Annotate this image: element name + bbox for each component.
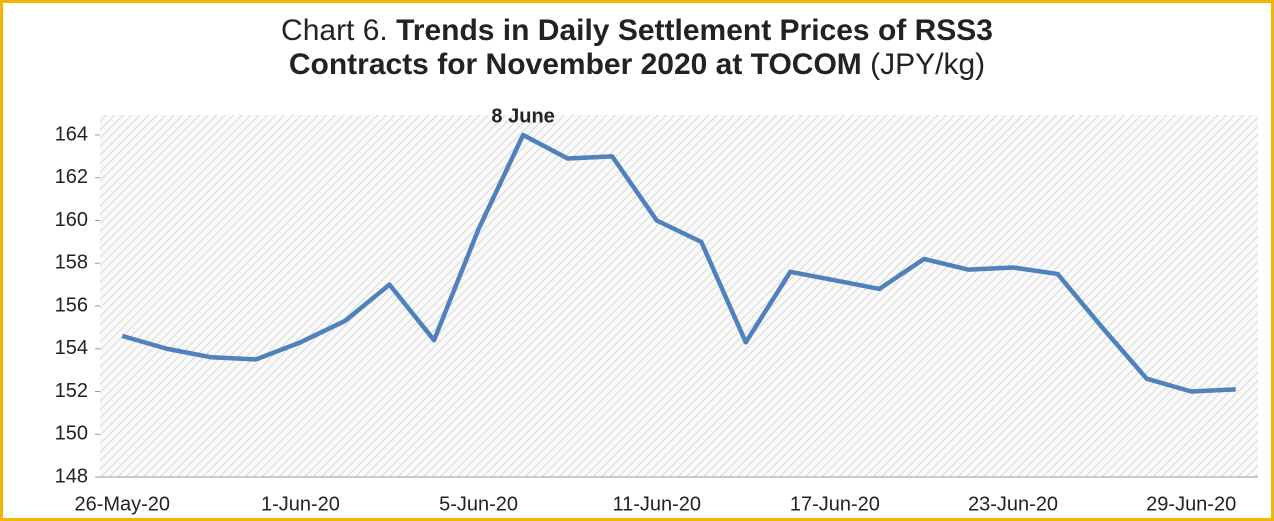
- line-series: [121, 132, 1236, 394]
- y-tick-label: 162: [55, 166, 88, 188]
- x-tick-label: 17-Jun-20: [790, 493, 880, 515]
- x-tick-label: 29-Jun-20: [1146, 493, 1236, 515]
- x-tick-label: 23-Jun-20: [968, 493, 1058, 515]
- y-tick-label: 148: [55, 465, 88, 487]
- x-tick-label: 26-May-20: [74, 493, 170, 515]
- y-tick-label: 154: [55, 337, 88, 359]
- chart-title: Chart 6. Trends in Daily Settlement Pric…: [281, 14, 993, 47]
- y-tick-label: 158: [55, 252, 88, 274]
- y-tick-label: 156: [55, 294, 88, 316]
- chart-title: Contracts for November 2020 at TOCOM (JP…: [289, 48, 985, 81]
- x-tick-label: 1-Jun-20: [261, 493, 340, 515]
- y-tick-label: 160: [55, 209, 88, 231]
- annotation: 8 June: [491, 105, 554, 127]
- x-tick-label: 11-Jun-20: [612, 493, 701, 515]
- plot-area: [100, 115, 1258, 477]
- y-tick-label: 152: [55, 380, 88, 402]
- y-tick-label: 150: [55, 423, 88, 445]
- y-tick-label: 164: [55, 123, 88, 145]
- x-tick-label: 5-Jun-20: [439, 493, 518, 515]
